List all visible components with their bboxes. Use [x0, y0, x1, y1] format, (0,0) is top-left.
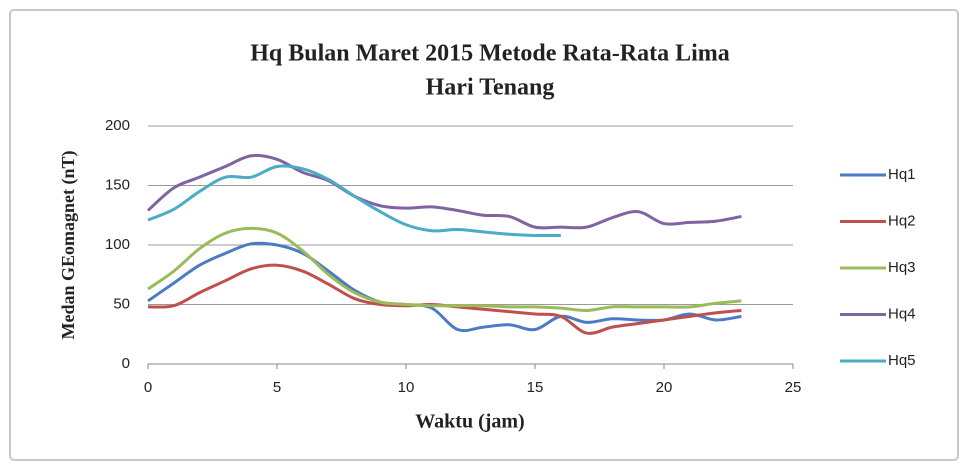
y-tick-label: 50 [113, 295, 130, 312]
legend-label: Hq5 [888, 352, 916, 369]
series-line [147, 164, 561, 238]
y-tick-label: 150 [105, 176, 130, 193]
x-tick-label: 10 [398, 379, 415, 396]
chart-title: Hari Tenang [426, 75, 555, 101]
x-tick-label: 25 [785, 379, 802, 396]
x-tick-label: 15 [527, 379, 544, 396]
y-tick-label: 100 [105, 236, 130, 253]
series-line [147, 226, 742, 312]
chart-title: Hq Bulan Maret 2015 Metode Rata-Rata Lim… [250, 41, 730, 67]
y-axis-label: Medan GEomagnet (nT) [58, 150, 79, 339]
legend-label: Hq3 [888, 259, 916, 276]
x-tick-label: 0 [144, 379, 152, 396]
y-tick-label: 0 [122, 355, 130, 372]
x-axis-label: Waktu (jam) [415, 411, 524, 433]
chart-frame [9, 9, 959, 461]
series-line [146, 153, 742, 230]
x-tick-label: 5 [273, 379, 281, 396]
series-line [147, 241, 742, 333]
x-tick-label: 20 [656, 379, 673, 396]
legend-label: Hq4 [888, 305, 916, 322]
y-tick-label: 200 [105, 117, 130, 134]
legend-label: Hq1 [888, 166, 916, 183]
legend-label: Hq2 [888, 212, 916, 229]
